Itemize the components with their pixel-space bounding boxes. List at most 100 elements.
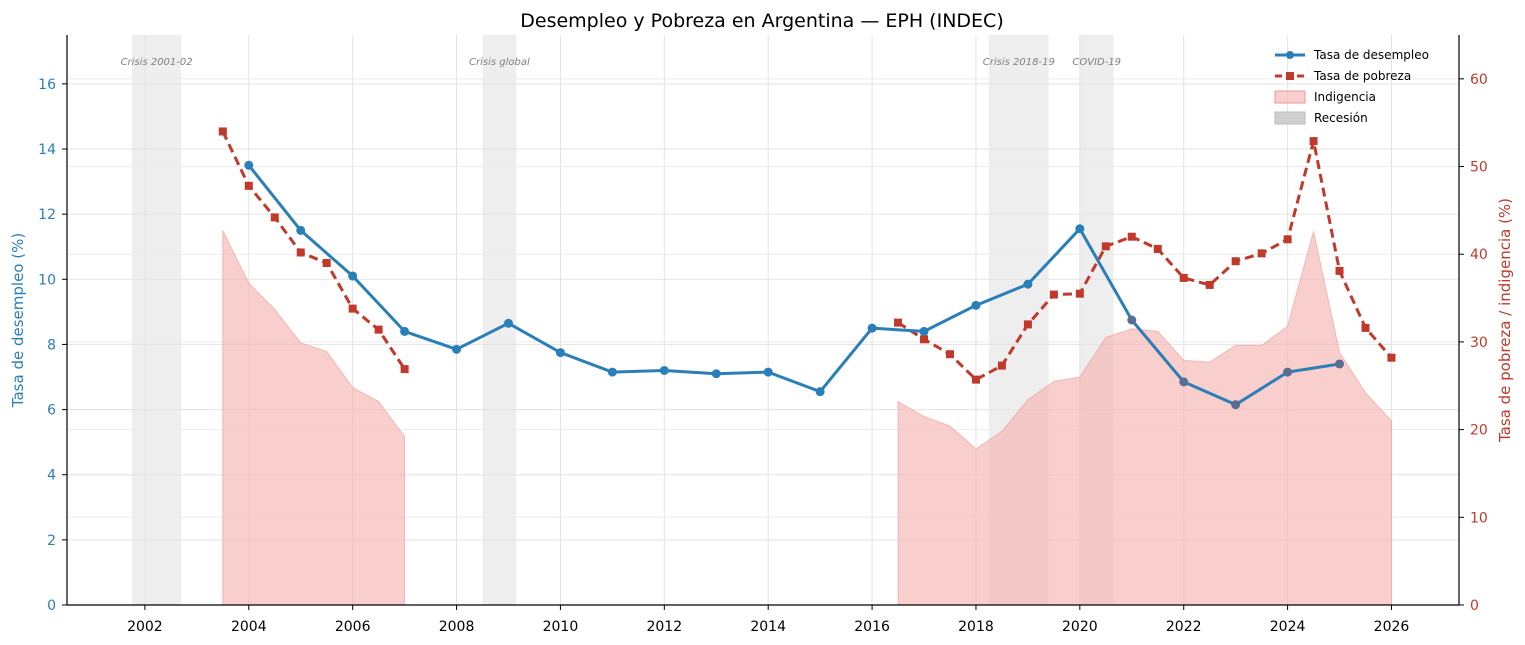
y-right-tick-label: 50 [1470,160,1488,176]
unemployment-point [1075,224,1085,234]
chart-title: Desempleo y Pobreza en Argentina — EPH (… [520,10,1003,32]
poverty-point [920,335,929,344]
unemployment-point [607,367,617,377]
poverty-point [1023,320,1032,329]
x-tick-label: 2006 [335,619,371,635]
unemployment-point [400,326,410,336]
unemployment-point [1179,377,1189,387]
unemployment-point [659,365,669,375]
y-left-tick-label: 10 [38,272,56,288]
poverty-point [894,318,903,327]
poverty-point [1049,290,1058,299]
x-tick-label: 2022 [1166,619,1202,635]
x-tick-label: 2014 [750,619,786,635]
unemployment-point [815,387,825,397]
x-tick-label: 2010 [543,619,579,635]
axes: 2002 2004 2006 2008 2010 2012 2014 2016 2018 2020… [38,35,1488,635]
unemployment-point [711,369,721,379]
poverty-point [1283,235,1292,244]
unemployment-point [971,300,981,310]
x-tick-label: 2012 [646,619,682,635]
y-left-tick-label: 6 [47,403,56,419]
crisis-label: Crisis global [469,57,530,68]
poverty-point [1127,232,1136,241]
poverty-point [1153,244,1162,253]
poverty-point [322,259,331,267]
y-right-tick-label: 40 [1470,247,1488,263]
y-axis-right-label: Tasa de pobreza / indigencia (%) [1496,198,1514,443]
y-left-tick-label: 14 [38,142,56,158]
crisis-label: Crisis 2018-19 [983,57,1055,68]
poverty-point [1387,353,1396,362]
legend-label-indigence: Indigencia [1314,90,1376,104]
x-tick-label: 2024 [1270,619,1306,635]
crisis-label: COVID-19 [1072,57,1121,68]
unemployment-point [763,367,773,377]
y-right-tick-label: 10 [1470,510,1488,526]
poverty-line-1 [221,130,406,370]
y-left-tick-label: 12 [38,207,56,223]
unemployment-point [1231,400,1241,410]
y-right-tick-label: 30 [1470,335,1488,351]
poverty-line-2 [897,139,1393,382]
legend-recession-swatch [1274,111,1306,125]
poverty-point [945,350,954,359]
indigence-area-1 [222,230,406,606]
y-axis-left-label: Tasa de desempleo (%) [9,233,27,408]
unemployment-point [452,344,462,354]
legend-label-unemployment: Tasa de desempleo [1313,48,1429,62]
y-left-tick-label: 4 [47,468,56,484]
legend-label-poverty: Tasa de pobreza [1313,69,1411,83]
y-left-tick-label: 2 [47,533,56,549]
unemployment-point [244,160,254,170]
x-tick-label: 2016 [854,619,890,635]
poverty-point [270,213,279,222]
poverty-point [1231,257,1240,266]
poverty-point [1361,323,1370,332]
poverty-point [218,127,227,136]
poverty-point [348,304,357,313]
poverty-point [1101,242,1110,251]
poverty-point [244,181,253,190]
unemployment-point [867,323,877,333]
poverty-point [1257,249,1266,258]
legend: Tasa de desempleo Tasa de pobreza Indigenc… [1274,48,1429,125]
x-tick-label: 2002 [127,619,163,635]
unemployment-point [1127,315,1137,325]
unemployment-point [1283,367,1293,377]
legend-label-recession: Recesión [1314,111,1368,125]
poverty-point [1075,289,1084,298]
crisis-labels: Crisis 2001-02 Crisis global Crisis 2018-1… [121,57,1121,68]
poverty-point [1179,273,1188,282]
poverty-point [997,361,1006,370]
x-tick-label: 2018 [958,619,994,635]
poverty-point [1335,266,1344,275]
poverty-point [400,365,409,374]
x-tick-label: 2008 [439,619,475,635]
unemployment-point [503,318,513,328]
unemployment-point [348,271,358,281]
poverty-point [971,375,980,384]
y-left-tick-label: 16 [38,77,56,93]
y-left-tick-label: 8 [47,337,56,353]
poverty-point [374,325,383,334]
legend-indigence-swatch [1274,90,1306,104]
unemployment-point [1023,279,1033,289]
poverty-point [1309,137,1318,146]
crisis-label: Crisis 2001-02 [121,57,193,68]
unemployment-point [1335,359,1345,369]
unemployment-point [296,225,306,235]
x-tick-label: 2004 [231,619,267,635]
legend-poverty-marker [1286,72,1294,80]
series-lines [218,127,1396,410]
y-right-tick-label: 60 [1470,72,1488,88]
y-right-tick-label: 20 [1470,423,1488,439]
legend-unemployment-marker [1286,51,1294,59]
unemployment-line [247,164,1340,407]
poverty-point [1205,280,1214,289]
indigence-areas [222,230,1392,606]
poverty-point [296,248,305,257]
y-right-tick-label: 0 [1470,598,1479,614]
unemployment-point [919,326,929,336]
